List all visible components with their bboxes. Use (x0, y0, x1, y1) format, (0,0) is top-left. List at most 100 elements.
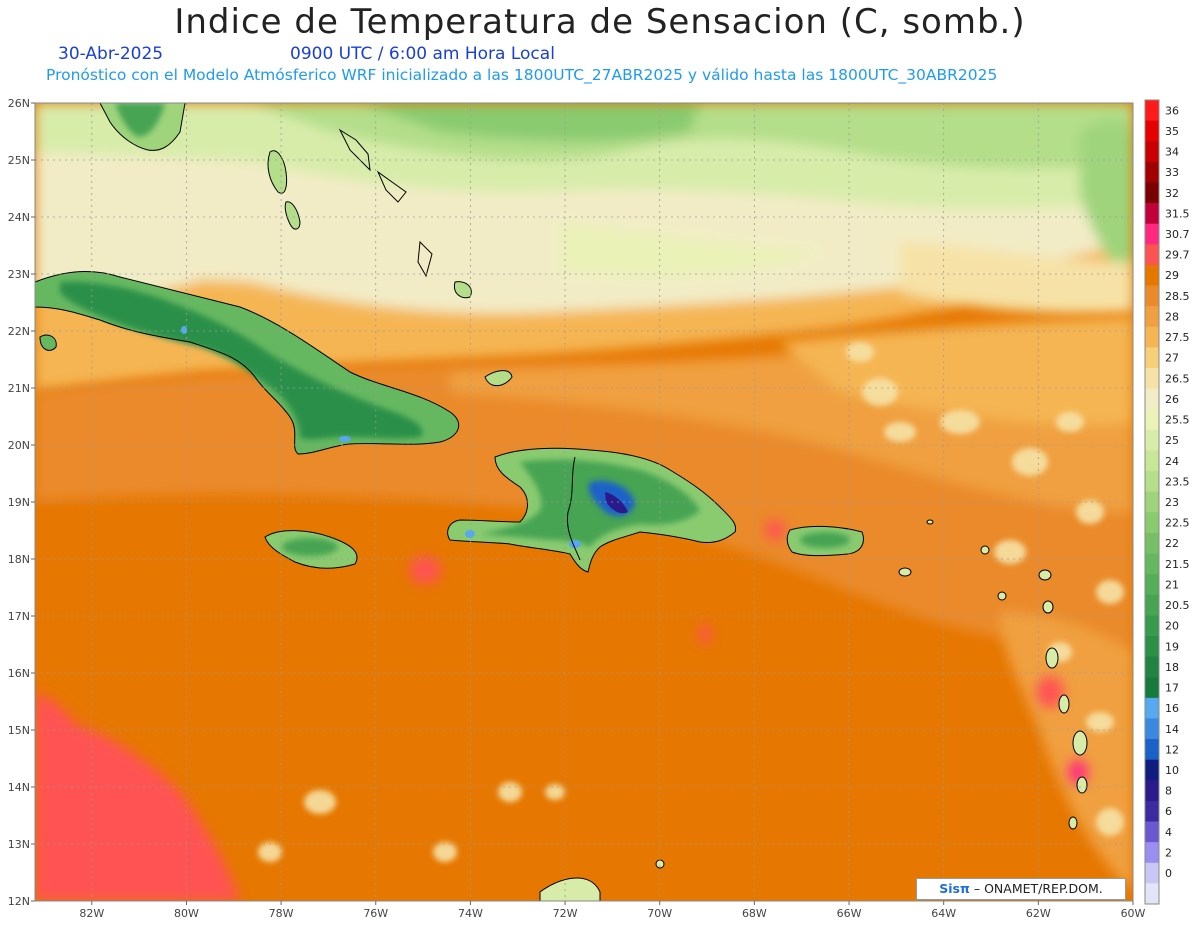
lon-label: 66W (837, 907, 862, 920)
lat-label: 18N (8, 553, 30, 566)
colorbar-label: 29.7 (1165, 249, 1190, 262)
forecast-time: 0900 UTC / 6:00 am Hora Local (290, 44, 555, 64)
colorbar-swatch (1145, 141, 1159, 163)
colorbar-label: 12 (1165, 743, 1179, 756)
colorbar-label: 22.5 (1165, 517, 1190, 530)
lat-label: 15N (8, 724, 30, 737)
lon-label: 72W (553, 907, 578, 920)
colorbar-swatch (1145, 532, 1159, 555)
cuba-land (35, 271, 460, 455)
colorbar-label: 18 (1165, 661, 1179, 674)
colorbar-label: 6 (1165, 805, 1172, 818)
bahamas-land (267, 128, 513, 387)
colorbar-swatch (1145, 223, 1159, 245)
colorbar-label: 26 (1165, 393, 1179, 406)
colorbar-swatch (1145, 800, 1159, 823)
colorbar-label: 16 (1165, 702, 1179, 715)
colorbar-swatch (1145, 883, 1159, 905)
model-subtitle: Pronóstico con el Modelo Atmósferico WRF… (46, 66, 998, 84)
lat-label: 23N (8, 268, 30, 281)
colorbar-label: 36 (1165, 104, 1179, 117)
colorbar-swatch (1145, 326, 1159, 348)
lat-label: 25N (8, 154, 30, 167)
colorbar-swatch (1145, 636, 1159, 658)
colorbar-swatch (1145, 842, 1159, 864)
lon-label: 62W (1026, 907, 1051, 920)
colorbar-swatch (1145, 574, 1159, 596)
map-title: Indice de Temperatura de Sensacion (C, s… (174, 2, 1026, 42)
colorbar: 363534333231.530.729.72928.52827.52726.5… (1144, 99, 1190, 905)
colorbar-swatch (1145, 161, 1159, 183)
lat-label: 24N (8, 211, 30, 224)
colorbar-label: 4 (1165, 826, 1172, 839)
colorbar-label: 25.5 (1165, 414, 1190, 427)
sispi-logo: Sisπ (939, 881, 970, 896)
colorbar-swatch (1145, 821, 1159, 843)
puerto-rico-land (786, 525, 864, 557)
hispaniola-land (447, 447, 737, 573)
colorbar-swatch (1145, 739, 1159, 761)
colorbar-swatch (1145, 615, 1159, 637)
colorbar-swatch (1145, 120, 1159, 142)
colorbar-label: 0 (1165, 867, 1172, 880)
colorbar-swatch (1145, 368, 1159, 390)
colorbar-swatch (1145, 780, 1159, 802)
colorbar-label: 28 (1165, 310, 1179, 323)
colorbar-label: 2 (1165, 846, 1172, 859)
lat-label: 17N (8, 610, 30, 623)
colorbar-swatch (1145, 450, 1159, 472)
colorbar-label: 27.5 (1165, 331, 1190, 344)
colorbar-swatch (1145, 100, 1159, 122)
colorbar-swatch (1145, 553, 1159, 575)
lat-label: 20N (8, 439, 30, 452)
colorbar-label: 10 (1165, 764, 1179, 777)
colorbar-label: 25 (1165, 434, 1179, 447)
colorbar-label: 30.7 (1165, 228, 1190, 241)
colorbar-label: 33 (1165, 166, 1179, 179)
colorbar-swatch (1145, 512, 1159, 534)
colorbar-label: 19 (1165, 640, 1179, 653)
lat-label: 19N (8, 496, 30, 509)
colorbar-swatch (1145, 471, 1159, 493)
forecast-date: 30-Abr-2025 (58, 44, 164, 64)
lon-label: 78W (269, 907, 294, 920)
colorbar-label: 28.5 (1165, 290, 1190, 303)
colorbar-label: 27 (1165, 352, 1179, 365)
colorbar-label: 35 (1165, 125, 1179, 138)
lon-label: 74W (458, 907, 483, 920)
colorbar-label: 21.5 (1165, 558, 1190, 571)
colorbar-frame (1144, 99, 1160, 905)
colorbar-swatch (1145, 306, 1159, 328)
lon-label: 64W (931, 907, 956, 920)
longitude-labels: 82W 80W 78W 76W 74W 72W 70W 68W 66W 64W 62W 60W (79, 901, 1146, 920)
credit-text: – ONAMET/REP.DOM. (969, 881, 1103, 896)
colorbar-label: 23.5 (1165, 475, 1190, 488)
lon-label: 76W (363, 907, 388, 920)
colorbar-swatch (1145, 264, 1159, 287)
colorbar-label: 24 (1165, 455, 1179, 468)
colorbar-swatch (1145, 594, 1159, 616)
lon-label: 60W (1121, 907, 1146, 920)
colorbar-swatch (1145, 759, 1159, 781)
colorbar-swatch (1145, 182, 1159, 204)
lat-label: 16N (8, 667, 30, 680)
colorbar-label: 23 (1165, 496, 1179, 509)
lon-label: 82W (79, 907, 104, 920)
colorbar-swatch (1145, 697, 1159, 719)
lat-label: 12N (8, 895, 30, 908)
lat-label: 22N (8, 325, 30, 338)
colorbar-swatch (1145, 203, 1159, 225)
lon-label: 70W (647, 907, 672, 920)
credit-box: Sisπ – ONAMET/REP.DOM. (916, 878, 1126, 900)
colorbar-swatch (1145, 862, 1159, 884)
latitude-labels: 26N 25N 24N 23N 22N 21N 20N 19N 18N 17N 16N 15N 14N 1… (8, 97, 35, 908)
colorbar-label: 20 (1165, 620, 1179, 633)
colorbar-label: 29 (1165, 269, 1179, 282)
colorbar-swatch (1145, 677, 1159, 699)
lon-label: 80W (174, 907, 199, 920)
colorbar-label: 34 (1165, 146, 1179, 159)
colorbar-label: 26.5 (1165, 372, 1190, 385)
colorbar-label: 22 (1165, 537, 1179, 550)
colorbar-label: 17 (1165, 682, 1179, 695)
colorbar-swatch (1145, 429, 1159, 451)
